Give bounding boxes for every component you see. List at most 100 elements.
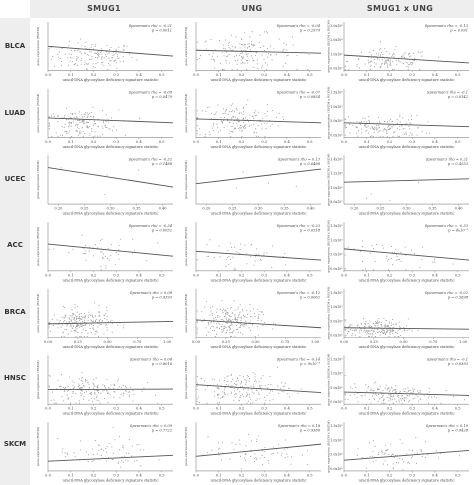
data-point: [242, 125, 244, 127]
data-point: [91, 55, 93, 58]
data-point: [399, 116, 401, 118]
data-point: [390, 399, 392, 401]
data-point: [210, 310, 212, 312]
data-point: [74, 50, 76, 52]
data-point: [411, 455, 414, 457]
y-axis-label-skcm-smug1: gene expression (RSEM): [36, 427, 40, 466]
data-point: [237, 118, 239, 120]
data-point: [358, 326, 361, 328]
data-point: [427, 454, 429, 456]
data-point: [392, 326, 394, 328]
data-point: [95, 56, 97, 59]
data-point: [82, 253, 84, 255]
data-point: [373, 58, 375, 61]
data-point: [261, 385, 263, 387]
data-point: [239, 311, 241, 313]
data-point: [254, 380, 256, 382]
data-point: [83, 116, 85, 118]
data-point: [247, 375, 249, 378]
data-point: [71, 327, 73, 329]
rho-annotation-ucec-smug1: Spearman's rho = -0.32: [129, 157, 173, 161]
data-point: [368, 398, 370, 401]
x-axis-label-luad-ung: uracil-DNA glycosylase deficiency signat…: [211, 145, 307, 149]
data-point: [88, 399, 90, 401]
data-point: [64, 329, 66, 331]
data-point: [69, 56, 71, 58]
data-point: [79, 133, 81, 135]
data-point: [264, 135, 266, 137]
data-point: [367, 125, 369, 127]
data-point: [233, 448, 235, 450]
data-point: [399, 328, 401, 330]
p-value-annotation-blca-smug1: p = 0.0011: [152, 29, 172, 33]
data-point: [438, 56, 440, 58]
x-tick-label-acc-smug1: 0.1: [68, 273, 74, 277]
data-point: [235, 380, 237, 382]
data-point: [225, 310, 227, 312]
data-point: [123, 455, 125, 457]
data-point: [372, 390, 374, 392]
data-point: [124, 134, 126, 136]
y-axis-label-luad-smug1: gene expression (RSEM): [36, 94, 40, 133]
data-point: [347, 60, 349, 62]
data-point: [62, 400, 64, 402]
data-point: [239, 252, 241, 255]
data-point: [81, 320, 83, 322]
data-point: [265, 31, 267, 33]
data-point: [407, 461, 410, 463]
data-point: [436, 397, 438, 399]
data-point: [375, 53, 378, 55]
data-point: [208, 331, 210, 333]
data-point: [229, 48, 232, 50]
data-point: [435, 450, 437, 452]
data-point: [53, 115, 55, 117]
data-point: [210, 307, 212, 309]
x-axis-label-brca-ung: uracil-DNA glycosylase deficiency signat…: [211, 345, 307, 349]
data-point: [100, 266, 102, 268]
data-point: [59, 51, 61, 53]
data-point: [401, 402, 403, 404]
data-point: [94, 302, 96, 304]
data-point: [240, 324, 242, 326]
data-point: [417, 395, 419, 397]
data-point: [227, 320, 230, 322]
data-point: [242, 376, 244, 378]
data-point: [232, 331, 234, 333]
data-point: [227, 312, 229, 314]
x-tick-label-luad-smug1-x-ung: 0.1: [364, 140, 370, 144]
points-hnsc-ung: [196, 366, 302, 404]
data-point: [53, 324, 55, 326]
data-point: [112, 427, 114, 429]
data-point: [228, 42, 230, 44]
data-point: [344, 325, 346, 327]
data-point: [237, 315, 240, 317]
data-point: [79, 130, 81, 132]
data-point: [408, 135, 410, 137]
data-point: [252, 60, 254, 62]
data-point: [394, 335, 396, 338]
data-point: [372, 128, 374, 130]
data-point: [99, 402, 101, 404]
data-point: [244, 379, 246, 381]
data-point: [225, 332, 227, 334]
data-point: [270, 53, 272, 55]
data-point: [75, 392, 77, 394]
data-point: [64, 391, 66, 393]
data-point: [247, 62, 249, 64]
data-point: [231, 313, 233, 315]
data-point: [236, 109, 238, 111]
data-point: [344, 320, 346, 322]
data-point: [390, 386, 392, 388]
data-point: [108, 62, 110, 65]
data-point: [421, 259, 423, 261]
data-point: [412, 52, 414, 55]
data-point: [90, 332, 92, 334]
data-point: [94, 320, 96, 323]
data-point: [256, 458, 258, 460]
data-point: [377, 320, 379, 322]
data-point: [196, 332, 198, 334]
data-point: [110, 46, 112, 48]
data-point: [410, 132, 412, 134]
